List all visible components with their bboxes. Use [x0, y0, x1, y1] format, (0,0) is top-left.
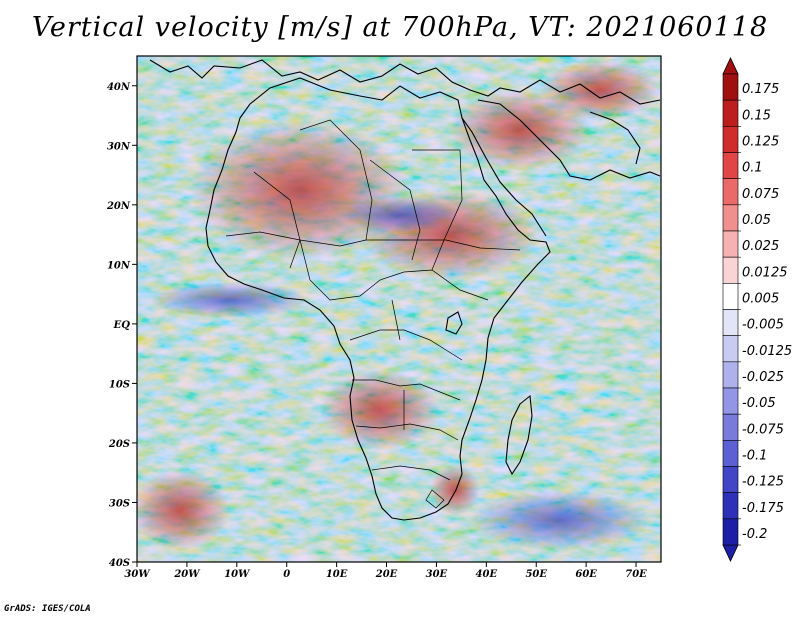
- colorbar: 0.175 0.15 0.125 0.1 0.075 0.05 0.025 0.0125 0.0…: [722, 57, 792, 562]
- lat-tick-label: 30S: [109, 498, 130, 509]
- coastlines: [149, 59, 661, 521]
- colorbar-label: -0.175: [742, 501, 784, 516]
- lon-tick-label: 20W: [173, 569, 201, 580]
- longitude-axis: 30W 20W 10W 0 10E 20E 30E 40E 50E 60E 70E: [124, 562, 647, 580]
- credit-label: GrADS: IGES/COLA: [4, 604, 91, 614]
- country-borders: [225, 119, 521, 509]
- colorbar-swatch: [722, 361, 739, 389]
- lat-tick-label: 20N: [106, 201, 131, 212]
- colorbar-label: 0.075: [742, 187, 779, 202]
- lon-tick-label: 30E: [426, 569, 448, 580]
- lon-tick-label: 0: [283, 569, 290, 580]
- colorbar-label: -0.1: [742, 448, 767, 463]
- colorbar-swatch: [722, 126, 739, 153]
- colorbar-label: 0.005: [742, 291, 779, 306]
- lon-tick-label: 20E: [375, 569, 398, 580]
- colorbar-label: 0.0125: [742, 265, 788, 280]
- colorbar-swatch: [722, 283, 739, 310]
- colorbar-label: 0.05: [742, 213, 771, 228]
- lat-tick-label: 30N: [107, 141, 131, 152]
- colorbar-label: -0.025: [742, 370, 784, 385]
- colorbar-swatch: [722, 99, 739, 127]
- colorbar-label: 0.025: [742, 239, 779, 254]
- lat-tick-label: 10N: [107, 260, 131, 271]
- lon-tick-label: 70E: [625, 569, 647, 580]
- colorbar-swatch: [722, 309, 739, 336]
- lon-tick-label: 40E: [476, 569, 498, 580]
- colorbar-label: -0.0125: [742, 344, 792, 359]
- lon-tick-label: 50E: [525, 569, 547, 580]
- colorbar-label: -0.125: [742, 475, 784, 490]
- colorbar-label: -0.005: [742, 318, 784, 333]
- colorbar-label: -0.2: [742, 527, 767, 542]
- lat-tick-label: 20S: [108, 439, 130, 450]
- lon-tick-label: 30W: [124, 569, 151, 580]
- colorbar-label: 0.125: [742, 134, 779, 149]
- lon-tick-label: 10W: [224, 569, 251, 580]
- colorbar-swatch: [722, 178, 739, 206]
- colorbar-max-arrow: [722, 57, 739, 75]
- colorbar-label: 0.15: [742, 108, 771, 123]
- colorbar-swatch: [722, 466, 739, 493]
- lat-tick-label: 40S: [109, 558, 130, 569]
- lon-tick-label: 10E: [326, 569, 348, 580]
- latitude-axis: 40N 30N 20N 10N EQ 10S 20S 30S 40S: [106, 82, 137, 569]
- colorbar-swatch: [722, 204, 739, 232]
- chart-title: Vertical velocity [m/s] at 700hPa, VT: 2…: [31, 12, 769, 43]
- colorbar-swatch: [722, 492, 739, 520]
- colorbar-swatch: [722, 73, 739, 101]
- lat-tick-label: 40N: [107, 82, 131, 93]
- colorbar-label: -0.075: [742, 422, 784, 437]
- colorbar-label: 0.1: [742, 161, 763, 176]
- lon-tick-label: 60E: [575, 569, 597, 580]
- colorbar-swatch: [722, 335, 739, 363]
- colorbar-swatch: [722, 152, 739, 179]
- colorbar-label: 0.175: [742, 82, 779, 97]
- colorbar-swatch: [722, 440, 739, 467]
- colorbar-min-arrow: [722, 544, 739, 562]
- colorbar-swatch: [722, 256, 739, 284]
- colorbar-swatch: [722, 518, 739, 546]
- velocity-field: [137, 56, 661, 562]
- lat-tick-label: 10S: [109, 379, 130, 390]
- colorbar-label: -0.05: [742, 396, 776, 411]
- colorbar-swatch: [722, 230, 739, 258]
- map-frame: [136, 55, 662, 563]
- colorbar-swatch: [722, 413, 739, 441]
- colorbar-swatch: [722, 387, 739, 415]
- lat-tick-label: EQ: [113, 320, 131, 331]
